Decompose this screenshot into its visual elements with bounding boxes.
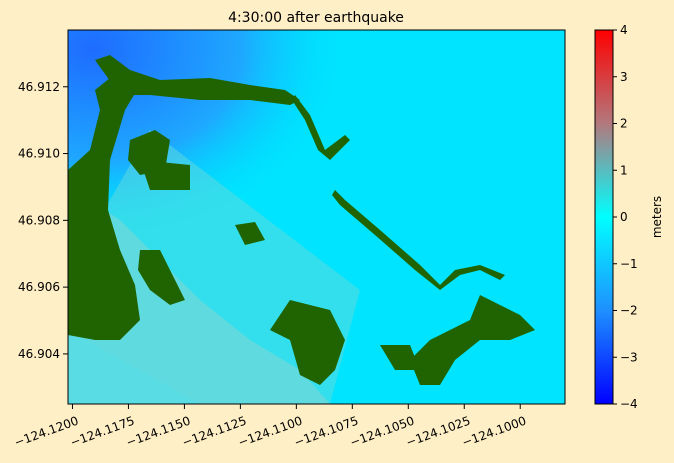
island-5 [410, 295, 535, 385]
x-axis: −124.1200−124.1175−124.1150−124.1125−124… [12, 404, 528, 450]
colorbar-tick-label: −3 [620, 350, 638, 364]
chart-title: 4:30:00 after earthquake [228, 10, 404, 26]
plot-area [68, 30, 565, 404]
y-tick-label: 46.904 [18, 347, 60, 361]
jetty-north [292, 95, 350, 160]
colorbar-tick-label: 0 [620, 210, 628, 224]
colorbar-label: meters [650, 196, 664, 238]
y-tick-label: 46.906 [18, 280, 60, 294]
x-tick-label: −124.1000 [460, 414, 528, 450]
colorbar-tick-label: 2 [620, 117, 628, 131]
land-north-shore [95, 55, 300, 105]
colorbar-tick-label: −4 [620, 397, 638, 411]
y-tick-label: 46.912 [18, 80, 60, 94]
y-tick-label: 46.910 [18, 147, 60, 161]
colorbar-tick-label: 1 [620, 163, 628, 177]
island-4 [270, 300, 345, 385]
y-axis: 46.904 46.906 46.908 46.910 46.912 [18, 80, 68, 361]
colorbar-ticks: −4 −3 −2 −1 0 1 2 3 4 [613, 23, 638, 411]
mainland-west [68, 70, 140, 340]
colorbar: −4 −3 −2 −1 0 1 2 3 4 meters [594, 23, 664, 411]
colorbar-gradient [594, 29, 614, 405]
island-6 [380, 345, 420, 370]
plot-frame [67, 29, 566, 405]
colorbar-tick-label: −1 [620, 257, 638, 271]
colorbar-tick-label: 3 [620, 70, 628, 84]
island-3 [138, 250, 185, 305]
island-2 [140, 160, 190, 190]
island-7 [235, 222, 265, 245]
jetty-south [332, 190, 505, 290]
colorbar-tick-label: 4 [620, 23, 628, 37]
y-tick-label: 46.908 [18, 213, 60, 227]
colorbar-tick-label: −2 [620, 304, 638, 318]
